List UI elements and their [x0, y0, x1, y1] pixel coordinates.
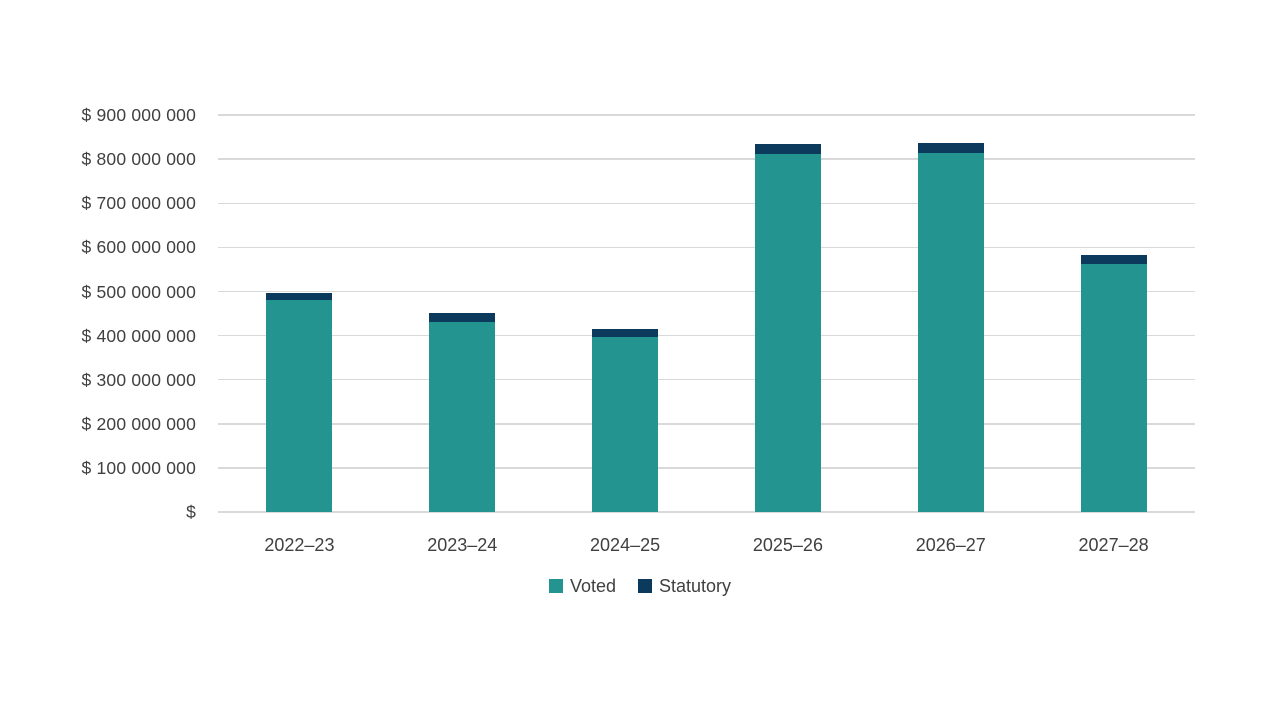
x-axis-category-label: 2025–26 [752, 535, 823, 555]
bar-2023-24-statutory [429, 313, 496, 322]
gridline [218, 511, 1195, 513]
y-axis-tick-label: $ [186, 502, 196, 522]
legend-swatch-voted-icon [548, 579, 563, 593]
x-axis-category-label: 2027–28 [1078, 535, 1149, 555]
gridline [218, 334, 1195, 337]
gridline [218, 246, 1195, 249]
gridline [218, 423, 1195, 425]
bar-2025-26-voted [754, 153, 821, 512]
legend-item-voted: Voted [548, 576, 616, 596]
bar-2026-27-voted [917, 153, 984, 512]
bar-2025-26-statutory [754, 144, 821, 154]
bar-2027-28-statutory [1080, 254, 1147, 264]
legend-swatch-statutory-icon [638, 579, 652, 593]
legend-label-voted: Voted [569, 576, 616, 596]
bar-2024-25-voted [592, 336, 659, 512]
x-axis-category-label: 2022–23 [264, 535, 335, 555]
gridline [218, 114, 1195, 116]
y-axis-tick-label: $ 300 000 000 [81, 369, 196, 390]
y-axis-tick-label: $ 600 000 000 [81, 237, 196, 258]
bar-2022-23-voted [266, 300, 333, 512]
x-axis-category-label: 2023–24 [427, 535, 498, 555]
y-axis-tick-label: $ 400 000 000 [81, 325, 196, 346]
y-axis-tick-label: $ 800 000 000 [81, 149, 196, 170]
bar-2026-27-statutory [917, 142, 984, 154]
y-axis-tick-label: $ 100 000 000 [81, 457, 196, 478]
x-axis-category-label: 2024–25 [590, 535, 661, 555]
gridline [218, 290, 1195, 293]
y-axis-tick-label: $ 200 000 000 [81, 413, 196, 434]
y-axis-tick-label: $ 700 000 000 [81, 193, 196, 214]
y-axis-tick-label: $ 900 000 000 [81, 105, 196, 126]
gridline [218, 158, 1195, 160]
gridline [218, 202, 1195, 205]
bar-2022-23-statutory [266, 292, 333, 301]
legend-item-statutory: Statutory [638, 577, 731, 595]
gridline [218, 467, 1195, 469]
bar-2024-25-statutory [592, 328, 659, 337]
bar-2027-28-voted [1080, 263, 1147, 512]
x-axis-category-label: 2026–27 [915, 535, 986, 555]
gridline [218, 378, 1195, 381]
legend: Voted Statutory [0, 575, 1280, 597]
y-axis-tick-label: $ 500 000 000 [81, 281, 196, 302]
legend-label-statutory: Statutory [659, 576, 732, 596]
bar-2023-24-voted [429, 321, 496, 512]
